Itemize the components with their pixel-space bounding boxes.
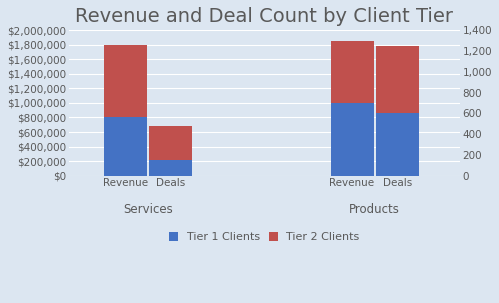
Bar bbox=[149, 126, 192, 160]
Bar bbox=[376, 113, 419, 176]
Legend: Tier 1 Clients, Tier 2 Clients: Tier 1 Clients, Tier 2 Clients bbox=[164, 228, 364, 247]
Text: Services: Services bbox=[123, 203, 173, 216]
Text: Products: Products bbox=[349, 203, 400, 216]
Bar bbox=[330, 103, 374, 176]
Bar bbox=[104, 118, 147, 176]
Bar bbox=[104, 45, 147, 118]
Bar bbox=[330, 41, 374, 103]
Bar bbox=[149, 160, 192, 176]
Bar bbox=[376, 46, 419, 113]
Title: Revenue and Deal Count by Client Tier: Revenue and Deal Count by Client Tier bbox=[75, 7, 453, 26]
